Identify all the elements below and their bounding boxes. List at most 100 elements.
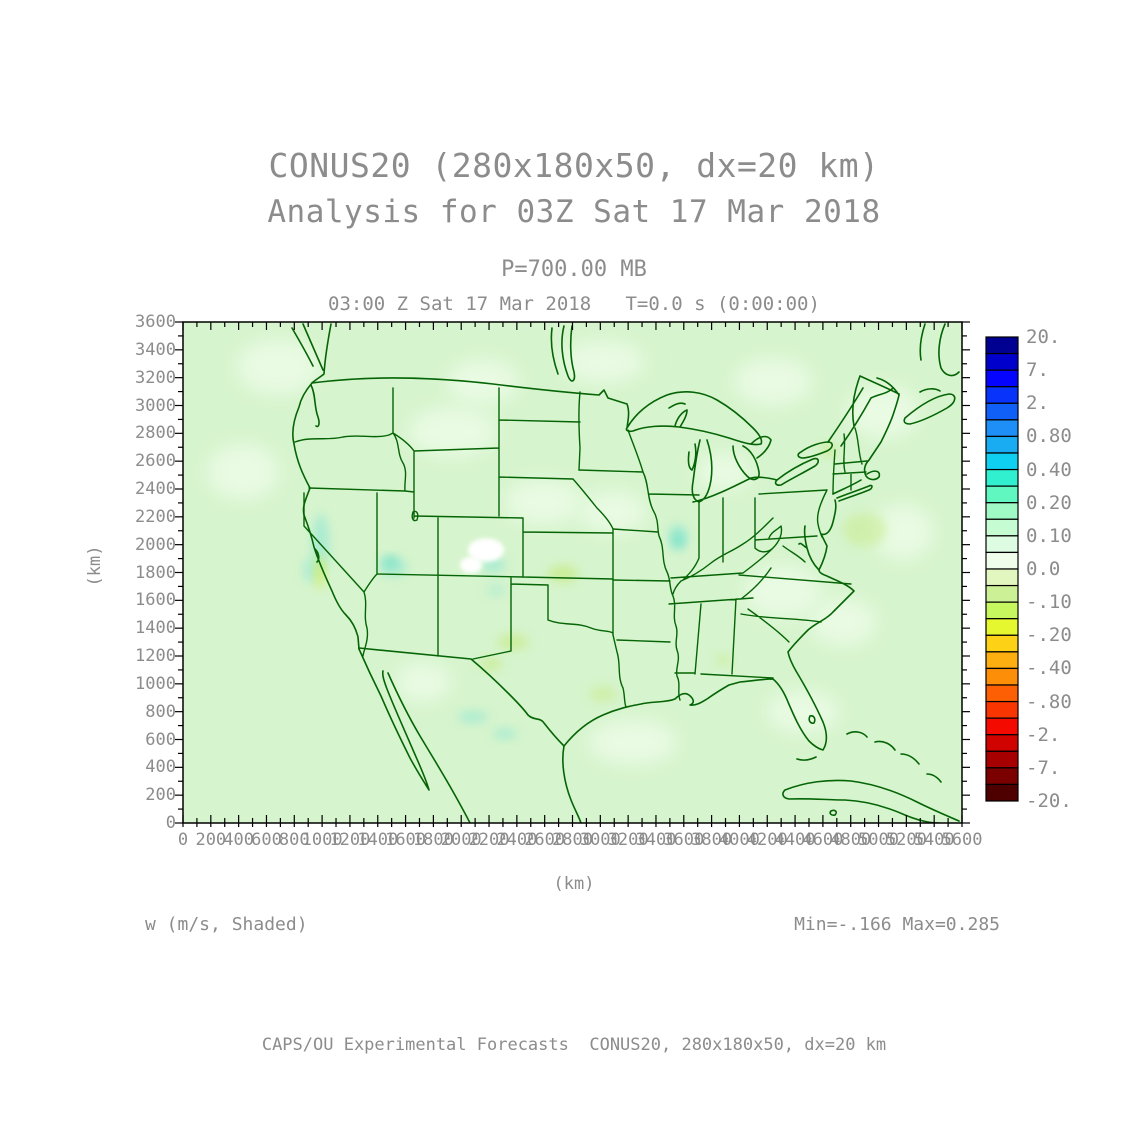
anomaly-blob: [716, 654, 730, 666]
colorbar-label: 0.0: [1026, 558, 1061, 580]
y-tick-label: 1600: [135, 590, 176, 611]
y-axis-title: (km): [85, 545, 105, 587]
colorbar-label: -2.: [1026, 723, 1061, 746]
y-tick-label: 2400: [135, 479, 176, 499]
anomaly-blob: [446, 359, 520, 405]
x-tick-label: 3000: [579, 830, 621, 850]
anomaly-blob: [395, 662, 451, 702]
x-tick-label: 5200: [885, 830, 927, 850]
western-state-borders: [294, 387, 614, 660]
x-tick-label: 2200: [468, 830, 510, 850]
colorbar-segment: [985, 502, 1019, 520]
colorbar-segment: [985, 783, 1019, 802]
x-tick-label: 4400: [774, 830, 816, 850]
anomaly-blob: [589, 686, 617, 702]
x-tick-label: 2000: [440, 830, 482, 850]
colorbar-label: -.20: [1026, 624, 1072, 647]
x-tick-label: 3400: [635, 830, 677, 850]
colorbar-segment: [985, 485, 1019, 504]
canada-northeast-coastline: [827, 323, 960, 447]
anomaly-blob: [872, 504, 934, 560]
colorbar-segment: [985, 618, 1019, 636]
y-tick-label: 1200: [135, 646, 176, 666]
valid-time-label: 03:00 Z Sat 17 Mar 2018 T=0.0 s (0:00:00…: [328, 293, 820, 315]
x-tick-label: 1800: [412, 830, 454, 850]
x-tick-label: 5000: [858, 830, 900, 850]
map-plot: [175, 321, 970, 827]
x-tick-label: 5600: [941, 830, 983, 850]
colorbar: [985, 336, 1019, 802]
us-basemap: [291, 323, 960, 823]
colorbar-segment: [985, 535, 1019, 554]
x-tick-label: 1000: [301, 830, 343, 850]
x-tick-label: 1400: [357, 830, 399, 850]
y-tick-label: 3600: [135, 312, 176, 332]
colorbar-label: 0.20: [1026, 491, 1072, 514]
colorbar-segment: [985, 336, 1019, 355]
eastern-state-borders: [578, 427, 868, 708]
anomaly-blob: [672, 532, 684, 548]
anomaly-blob: [809, 598, 877, 646]
y-tick-label: 3400: [135, 339, 176, 360]
colorbar-segment: [985, 700, 1019, 719]
colorbar-segment: [985, 369, 1019, 388]
anomaly-blob: [588, 719, 678, 765]
shaded-anomaly-blobs: [206, 339, 934, 765]
colorbar-label: -7.: [1026, 756, 1061, 779]
plot-frame: [182, 321, 963, 824]
colorbar-label: 2.: [1026, 392, 1049, 415]
gulf-atlantic-coastline: [563, 394, 900, 761]
y-tick-label: 2800: [135, 423, 176, 444]
colorbar-label: 0.80: [1026, 425, 1072, 448]
colorbar-segment: [985, 717, 1019, 736]
x-tick-label: 2800: [552, 830, 593, 850]
colorbar-label: -20.: [1026, 790, 1072, 812]
colorbar-segment: [985, 551, 1019, 570]
anomaly-blob: [744, 565, 822, 619]
mexico-baja-coastline: [358, 647, 582, 823]
cuba-bahamas-coastline: [782, 731, 960, 823]
x-tick-label: 4200: [746, 830, 788, 850]
colorbar-segment: [985, 468, 1019, 487]
y-tick-label: 1400: [135, 618, 176, 639]
page-title-line2: Analysis for 03Z Sat 17 Mar 2018: [267, 194, 881, 230]
anomaly-blob: [467, 538, 505, 562]
footer-credit: CAPS/OU Experimental Forecasts CONUS20, …: [261, 1035, 887, 1055]
anomaly-blob: [459, 556, 483, 574]
x-tick-label: 1200: [329, 830, 371, 850]
colorbar-segment: [985, 352, 1019, 371]
x-tick-label: 1600: [385, 830, 427, 850]
y-tick-label: 200: [145, 785, 176, 806]
y-tick-label: 2600: [135, 451, 176, 472]
field-variable-label: w (m/s, Shaded): [145, 914, 308, 935]
colorbar-segment: [985, 750, 1019, 769]
x-tick-label: 3200: [607, 830, 649, 850]
colorbar-label: 0.10: [1026, 524, 1072, 547]
x-axis-title: (km): [553, 874, 595, 894]
axis-ticks: [175, 321, 970, 827]
x-tick-label: 600: [251, 830, 282, 850]
page-title-line1: CONUS20 (280x180x50, dx=20 km): [268, 146, 880, 185]
colorbar-segment: [985, 518, 1019, 537]
anomaly-blob: [206, 444, 280, 500]
y-tick-label: 3200: [135, 367, 176, 388]
colorbar-segment: [985, 402, 1019, 421]
y-tick-label: 2000: [135, 534, 176, 555]
anomaly-blob: [492, 728, 518, 740]
anomaly-blob: [457, 710, 489, 724]
y-tick-label: 1000: [135, 673, 176, 694]
colorbar-segment: [985, 667, 1019, 686]
colorbar-segment: [985, 584, 1019, 603]
minmax-label: Min=-.166 Max=0.285: [794, 914, 1000, 935]
x-tick-label: 3600: [663, 830, 705, 850]
anomaly-blob: [579, 491, 647, 533]
anomaly-blob: [504, 479, 582, 525]
colorbar-label: -.40: [1026, 657, 1072, 680]
anomaly-blob: [408, 406, 498, 457]
x-tick-label: 5400: [913, 830, 955, 850]
anomaly-blob: [236, 339, 320, 395]
colorbar-segment: [985, 386, 1019, 404]
colorbar-segment: [985, 651, 1019, 670]
colorbar-segment: [985, 601, 1019, 620]
anomaly-blob: [547, 565, 579, 583]
